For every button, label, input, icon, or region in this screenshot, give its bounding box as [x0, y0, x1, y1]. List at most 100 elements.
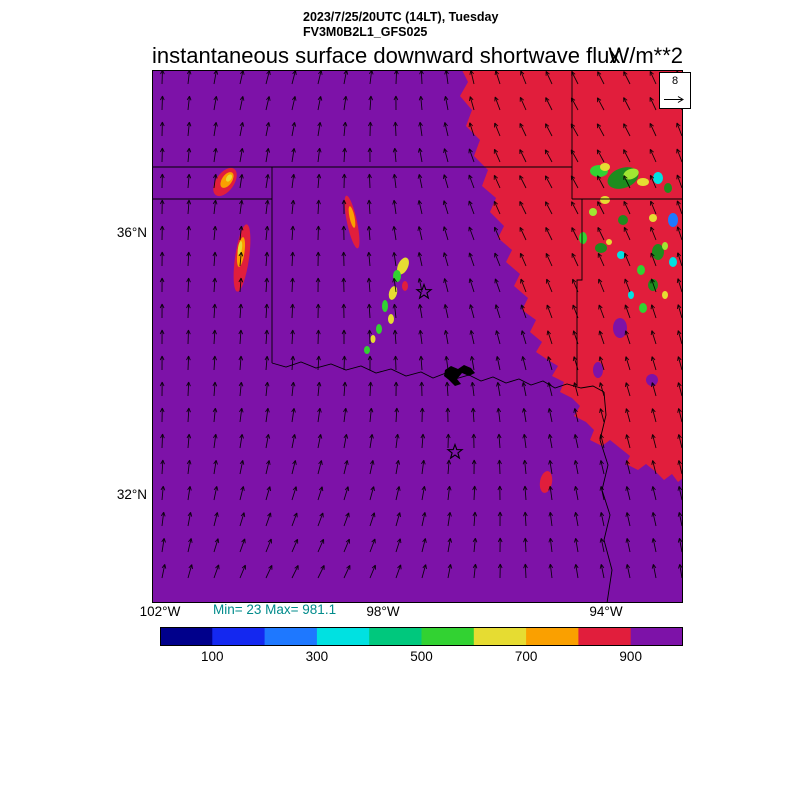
wind-arrow [494, 122, 501, 137]
wind-arrow [393, 381, 399, 397]
wind-arrow [316, 199, 321, 215]
wind-arrow [265, 538, 272, 553]
wind-arrow [239, 564, 247, 579]
wind-arrow [341, 199, 347, 214]
wind-arrow [573, 408, 579, 423]
wind-arrow [625, 564, 631, 579]
wind-arrow [392, 225, 397, 241]
wind-arrow [264, 277, 270, 293]
wind-arrow [597, 252, 605, 267]
wind-arrow [596, 175, 605, 189]
wind-arrow [623, 226, 631, 241]
cloud-cell-patch [600, 196, 610, 204]
wind-arrow [421, 538, 427, 553]
wind-arrow [494, 304, 501, 319]
wind-arrow [447, 564, 453, 579]
wind-arrow [624, 330, 631, 345]
wind-arrow [623, 123, 631, 137]
lat-axis-label-36n: 36°N [116, 225, 147, 240]
wind-arrow [343, 433, 349, 449]
wind-arrow [649, 122, 657, 137]
wind-arrow [417, 174, 423, 189]
wind-arrow [341, 173, 347, 189]
wind-arrow [570, 97, 579, 111]
wind-arrow [392, 329, 398, 345]
wind-arrow [213, 173, 218, 189]
wind-arrow [497, 485, 503, 501]
wind-arrow [187, 511, 193, 527]
wind-arrow [417, 226, 423, 241]
wind-arrow [571, 278, 579, 293]
wind-arrow [186, 251, 191, 267]
wind-arrow [317, 565, 325, 579]
wind-arrow [366, 277, 372, 293]
wind-arrow [367, 147, 373, 163]
wind-arrow [443, 304, 449, 319]
wind-arrow [212, 329, 217, 345]
wind-arrow [239, 512, 246, 527]
wind-arrow [571, 227, 579, 241]
wind-arrow [238, 251, 244, 267]
wind-arrow [545, 70, 553, 85]
wind-arrow [290, 329, 295, 345]
wind-arrow [468, 174, 475, 189]
wind-arrow [341, 251, 347, 267]
wind-arrow [239, 96, 245, 111]
wind-arrow [159, 381, 165, 397]
wind-arrow [417, 252, 423, 267]
wind-arrow [493, 200, 501, 215]
state-border-line [576, 199, 583, 386]
cloud-cell-patch [402, 281, 408, 291]
wind-arrow [419, 407, 425, 423]
wind-arrow [341, 277, 347, 293]
wind-arrow [442, 252, 449, 267]
wind-arrow [573, 537, 579, 553]
wind-arrow [186, 225, 192, 241]
wind-arrow [369, 538, 376, 553]
wind-arrow [571, 252, 579, 267]
wind-arrow [573, 485, 579, 501]
wind-arrow [495, 356, 501, 371]
wind-arrow [597, 71, 605, 85]
wind-arrow [651, 408, 657, 423]
wind-arrow [265, 433, 271, 449]
wind-arrow [343, 538, 351, 553]
wind-arrow [290, 355, 296, 371]
wind-arrow [493, 226, 501, 241]
wind-arrow [160, 485, 166, 501]
wind-arrow [493, 174, 501, 189]
wind-arrow [494, 278, 501, 293]
wind-arrow [366, 225, 372, 241]
wind-arrow [186, 199, 192, 215]
colorbar-frame [160, 627, 683, 646]
wind-arrow [290, 381, 296, 397]
wind-arrow [421, 564, 427, 579]
wind-arrow [651, 512, 657, 527]
wind-arrow [494, 96, 501, 111]
wind-arrow [548, 511, 553, 527]
colorbar-gradient [160, 627, 684, 646]
colorbar-tick-label: 900 [619, 649, 642, 664]
wind-arrow [212, 277, 218, 293]
wind-arrow [494, 252, 501, 267]
wind-arrow [186, 303, 191, 319]
wind-arrow [547, 382, 553, 397]
wind-arrow [472, 563, 478, 579]
wind-arrow [546, 304, 553, 319]
wind-arrow [264, 381, 270, 397]
wind-arrow [496, 407, 502, 423]
wind-arrow [468, 278, 475, 293]
wind-arrow [496, 433, 502, 449]
cloud-cell-patch [370, 335, 376, 343]
model-name-label: FV3M0B2L1_GFS025 [303, 25, 428, 39]
wind-arrow [238, 355, 244, 371]
wind-arrow [317, 407, 322, 423]
wind-arrow [213, 459, 218, 475]
wind-arrow [651, 564, 657, 579]
wind-arrow [418, 355, 424, 371]
wind-arrow [239, 433, 244, 449]
wind-arrow [599, 408, 605, 423]
lake-shape [444, 365, 475, 386]
wind-arrow [520, 330, 527, 345]
wind-arrow [238, 225, 244, 241]
